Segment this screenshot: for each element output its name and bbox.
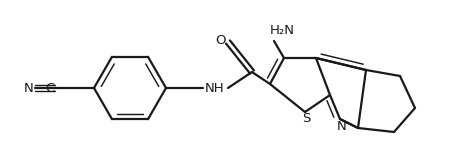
Text: H₂N: H₂N	[269, 24, 294, 38]
Text: O: O	[216, 33, 226, 47]
Text: C: C	[45, 81, 55, 95]
Text: N: N	[24, 81, 34, 95]
Text: N: N	[337, 119, 347, 133]
Text: NH: NH	[205, 81, 225, 95]
Text: S: S	[302, 112, 310, 126]
